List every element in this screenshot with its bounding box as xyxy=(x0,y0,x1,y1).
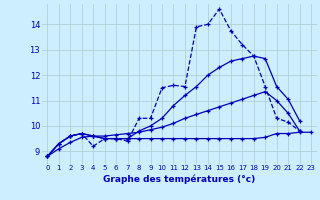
X-axis label: Graphe des températures (°c): Graphe des températures (°c) xyxy=(103,174,255,184)
